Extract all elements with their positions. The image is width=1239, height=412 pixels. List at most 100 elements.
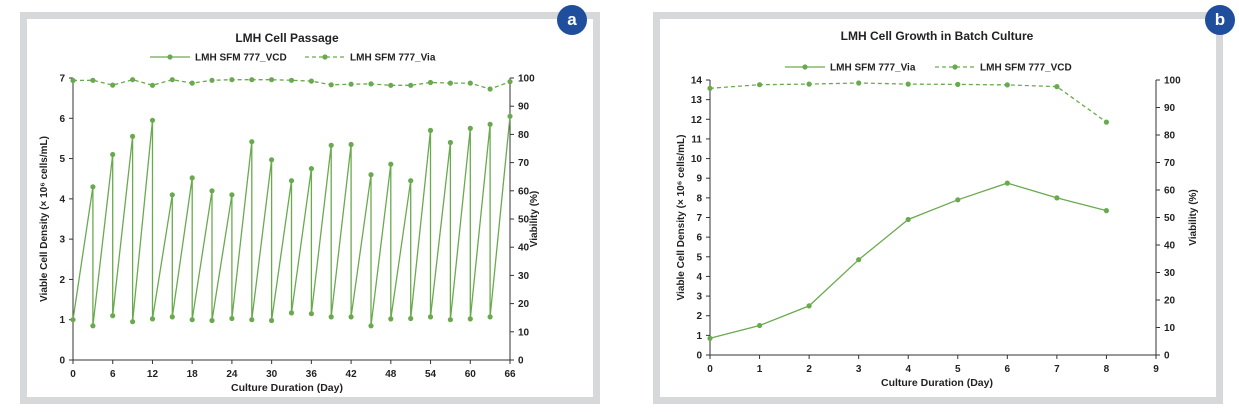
data-point [229, 192, 235, 198]
x-tick-label: 24 [226, 369, 238, 380]
x-tick-label: 2 [806, 364, 812, 375]
data-point [507, 79, 513, 85]
y-tick-label: 2 [59, 275, 65, 286]
panel-b-badge: b [1205, 5, 1235, 35]
data-point [507, 113, 513, 119]
y-tick-label: 4 [696, 272, 702, 283]
data-point [189, 317, 195, 323]
panel-a-badge: a [557, 5, 587, 35]
data-point [408, 82, 414, 88]
y-tick-label: 2 [696, 311, 702, 322]
data-point [368, 172, 374, 178]
data-point [70, 77, 76, 84]
data-point [249, 317, 255, 323]
data-point [905, 81, 911, 87]
data-point [149, 316, 156, 322]
data-point [467, 316, 473, 322]
y2-tick-label: 50 [1164, 213, 1176, 224]
data-point [408, 315, 414, 322]
data-point [905, 216, 911, 223]
data-point [110, 151, 116, 158]
y2-axis-label: Viability (%) [1188, 189, 1199, 246]
data-point [856, 257, 862, 263]
data-point [487, 86, 493, 92]
y2-tick-label: 30 [1164, 268, 1176, 279]
y2-tick-label: 50 [518, 215, 530, 226]
data-point [707, 335, 713, 341]
legend-marker [167, 54, 173, 60]
y-tick-label: 14 [691, 76, 703, 87]
y-tick-label: 1 [696, 331, 702, 342]
data-point [1103, 119, 1109, 125]
data-point [209, 77, 215, 83]
y2-tick-label: 30 [518, 271, 530, 282]
data-point [1004, 180, 1010, 186]
data-point [209, 188, 215, 194]
y2-tick-label: 80 [518, 130, 530, 141]
x-tick-label: 9 [1153, 364, 1159, 375]
data-point [130, 133, 136, 139]
data-point [149, 82, 156, 88]
y-tick-label: 12 [691, 115, 703, 126]
data-point [427, 79, 434, 86]
y-tick-label: 8 [696, 193, 702, 204]
x-tick-label: 66 [504, 369, 516, 380]
data-point [130, 319, 136, 325]
data-point [308, 166, 314, 172]
series-line-1 [709, 82, 1107, 123]
data-point [388, 316, 394, 322]
y2-tick-label: 20 [518, 299, 530, 310]
y2-tick-label: 90 [518, 102, 530, 113]
data-point [288, 178, 295, 184]
x-tick-label: 54 [425, 369, 437, 380]
data-point [487, 314, 493, 320]
data-point [368, 323, 374, 329]
data-point [209, 317, 215, 324]
y2-tick-label: 10 [1164, 323, 1176, 334]
data-point [806, 81, 812, 87]
y2-tick-label: 0 [1164, 351, 1170, 362]
x-tick-label: 18 [187, 369, 199, 380]
data-point [467, 80, 473, 86]
y-axis-label: Viable Cell Density (× 10⁶ cells/mL) [676, 135, 687, 301]
data-point [249, 77, 255, 83]
data-point [70, 317, 76, 323]
data-point [487, 121, 493, 127]
data-point [328, 82, 334, 88]
y-tick-label: 6 [696, 233, 702, 244]
y-tick-label: 0 [59, 356, 65, 367]
x-tick-label: 6 [1005, 364, 1011, 375]
data-point [388, 161, 394, 167]
data-point [447, 317, 453, 323]
series-line-0 [709, 182, 1107, 339]
x-tick-label: 4 [905, 364, 911, 375]
data-point [388, 82, 394, 88]
x-tick-label: 36 [306, 369, 318, 380]
y-tick-label: 1 [59, 315, 65, 326]
data-point [90, 323, 96, 329]
data-point [856, 80, 862, 86]
y-axis-label: Viable Cell Density (× 10⁶ cells/mL) [39, 136, 50, 302]
x-tick-label: 60 [465, 369, 477, 380]
chart-title: LMH Cell Passage [235, 31, 339, 45]
y-tick-label: 5 [696, 252, 702, 263]
x-tick-label: 30 [266, 369, 278, 380]
data-point [288, 310, 295, 316]
data-point [110, 313, 116, 319]
data-point [955, 197, 961, 203]
data-point [447, 80, 453, 86]
x-tick-label: 5 [955, 364, 961, 375]
data-point [189, 80, 195, 86]
data-point [269, 157, 275, 163]
y2-tick-label: 60 [518, 186, 530, 197]
x-tick-label: 6 [110, 369, 116, 380]
data-point [427, 314, 434, 320]
y2-tick-label: 100 [518, 74, 535, 85]
data-point [1103, 208, 1109, 214]
y2-tick-label: 90 [1164, 103, 1176, 114]
data-point [169, 314, 175, 320]
y2-tick-label: 40 [1164, 241, 1176, 252]
y2-tick-label: 10 [518, 327, 530, 338]
data-point [308, 78, 314, 84]
